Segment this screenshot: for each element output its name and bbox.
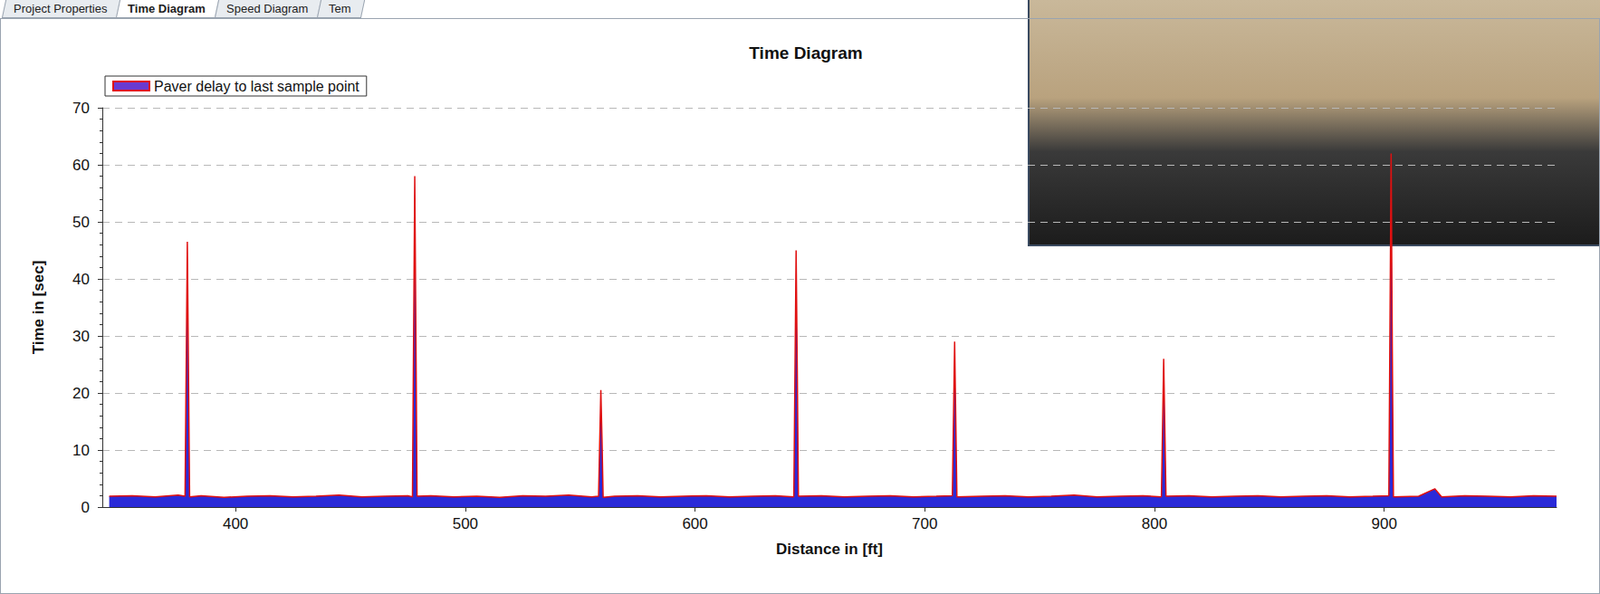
svg-text:60: 60 bbox=[72, 156, 90, 174]
svg-text:Paver delay to last sample poi: Paver delay to last sample point bbox=[153, 78, 360, 95]
svg-text:900: 900 bbox=[1371, 515, 1398, 533]
svg-text:30: 30 bbox=[72, 327, 90, 345]
svg-text:Distance in [ft]: Distance in [ft] bbox=[776, 540, 883, 558]
svg-text:500: 500 bbox=[452, 515, 479, 533]
html-text:Speed Diagram: Speed Diagram bbox=[226, 1, 309, 16]
html-text:Tem: Tem bbox=[329, 1, 352, 16]
svg-text:0: 0 bbox=[81, 498, 90, 517]
svg-text:Time Diagram: Time Diagram bbox=[748, 43, 863, 63]
svg-text:700: 700 bbox=[911, 515, 938, 533]
svg-text:20: 20 bbox=[72, 384, 90, 403]
svg-text:10: 10 bbox=[72, 441, 90, 460]
svg-text:Time in [sec]: Time in [sec] bbox=[29, 260, 48, 355]
svg-text:400: 400 bbox=[222, 515, 249, 533]
svg-text:70: 70 bbox=[72, 99, 90, 117]
svg-text:40: 40 bbox=[72, 270, 90, 288]
svg-text:600: 600 bbox=[681, 515, 708, 533]
svg-text:800: 800 bbox=[1141, 515, 1168, 533]
html-text:Time Diagram: Time Diagram bbox=[128, 1, 206, 16]
html-text:Project Properties: Project Properties bbox=[13, 1, 108, 16]
svg-text:50: 50 bbox=[72, 213, 90, 231]
